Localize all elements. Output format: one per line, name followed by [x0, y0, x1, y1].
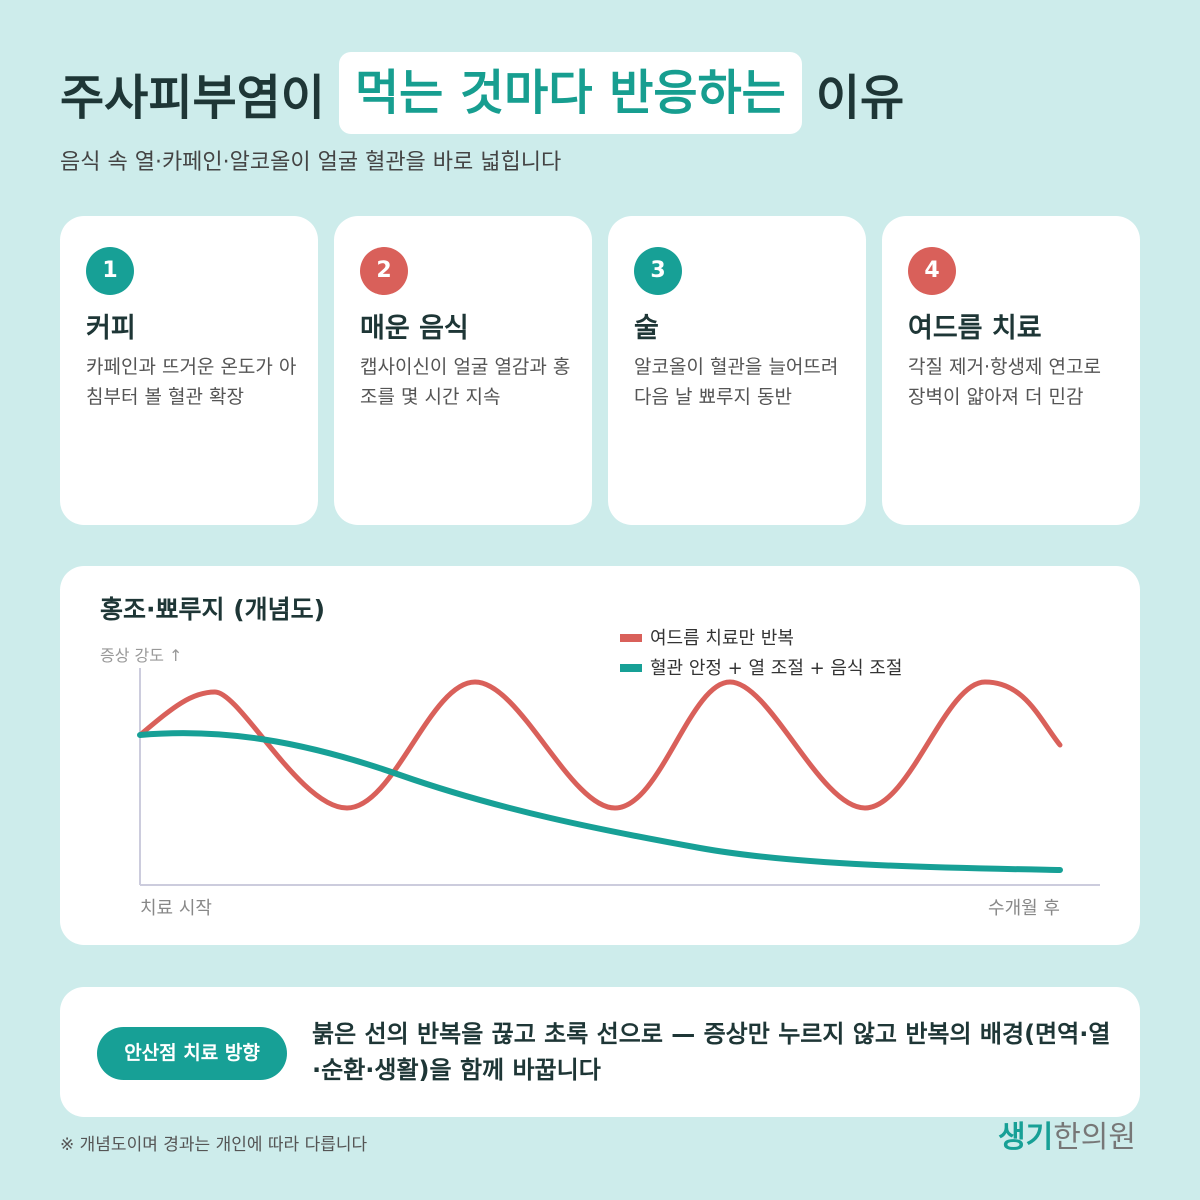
chart-title: 홍조·뾰루지 (개념도)	[100, 595, 325, 624]
subtitle: 음식 속 열·카페인·알코올이 얼굴 혈관을 바로 넓힙니다	[60, 150, 562, 175]
card-text: 알코올이 혈관을 늘어뜨려 다음 날 뾰루지 동반	[634, 356, 839, 408]
title-part: 주사피부염이	[60, 70, 325, 126]
callout-text: 붉은 선의 반복을 끊고 초록 선으로 — 증상만 누르지 않고 반복의 배경(…	[312, 1020, 1111, 1084]
card-text: 카페인과 뜨거운 온도가 아침부터 볼 혈관 확장	[86, 356, 297, 408]
chart-panel	[60, 566, 1140, 945]
logo-part: 생기	[998, 1120, 1054, 1155]
teal-curve	[137, 730, 1063, 873]
footnote: ※ 개념도이며 경과는 개인에 따라 다릅니다	[60, 1135, 368, 1155]
x-start-label: 치료 시작	[140, 898, 212, 919]
card-title: 여드름 치료	[908, 313, 1042, 344]
title-highlight: 먹는 것마다 반응하는	[338, 52, 802, 134]
title-part: 이유	[815, 70, 905, 126]
card-number: 1	[86, 247, 134, 295]
card-number: 2	[360, 247, 408, 295]
card-number: 4	[908, 247, 956, 295]
card-title: 매운 음식	[360, 313, 469, 344]
logo-part: 한의원	[1053, 1120, 1137, 1155]
card-text: 각질 제거·항생제 연고로 장벽이 얇아져 더 민감	[908, 356, 1101, 408]
logo: 생기한의원	[998, 1112, 1136, 1156]
title: 주사피부염이 먹는 것마다 반응하는 이유	[60, 52, 904, 134]
card-title: 커피	[86, 313, 136, 344]
legend-label: 혈관 안정 + 열 조절 + 음식 조절	[650, 658, 902, 679]
card-text: 캡사이신이 얼굴 열감과 홍조를 몇 시간 지속	[360, 356, 571, 408]
red-curve	[137, 679, 1063, 811]
y-label: 증상 강도 ↑	[100, 646, 182, 665]
x-end-label: 수개월 후	[988, 898, 1060, 919]
legend-label: 여드름 치료만 반복	[650, 628, 794, 649]
card-number: 3	[634, 247, 682, 295]
card-title: 술	[634, 313, 659, 344]
callout-badge: 안산점 치료 방향	[97, 1027, 287, 1080]
